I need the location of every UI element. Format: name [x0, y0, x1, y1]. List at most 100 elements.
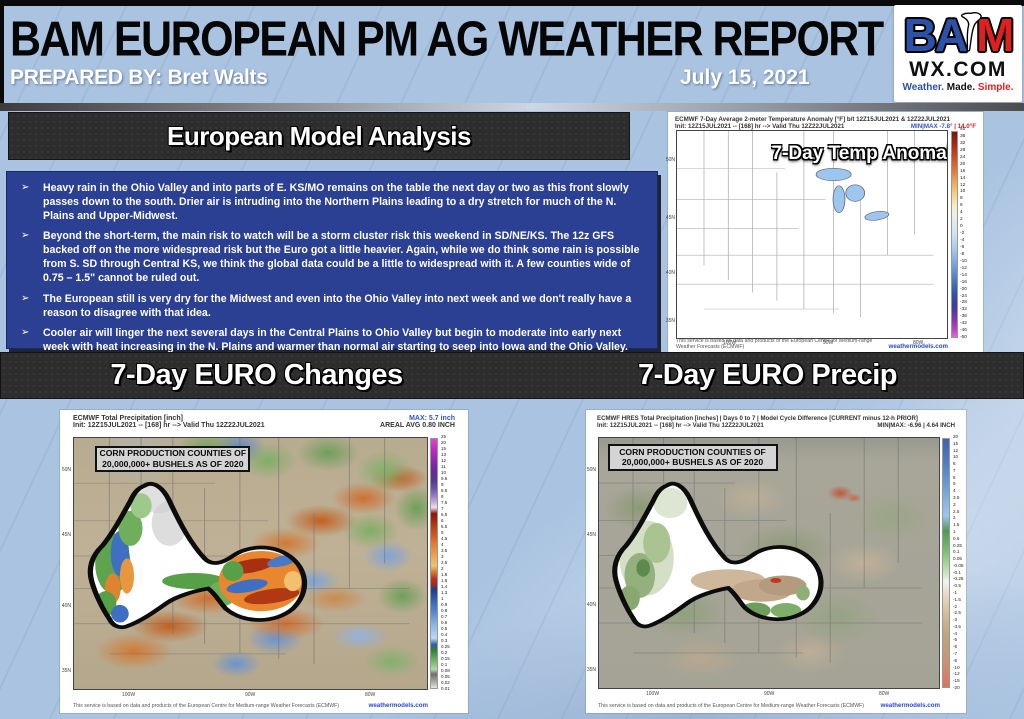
colorbar-tick: 6 — [960, 203, 963, 209]
temp-colorbar-labels: 40 36 32 28 24 20 16 14 12 10 8 6 4 2 0 -2 -4 -6 -8 -10 -12-… — [960, 127, 967, 341]
colorbar-tick: 0.15 — [441, 656, 450, 661]
colorbar-tick: -0.1 — [953, 569, 961, 575]
colorbar-tick: 15 — [441, 446, 447, 451]
colorbar-tick: 0.02 — [441, 680, 450, 685]
analysis-bullet: Heavy rain in the Ohio Valley and into p… — [15, 181, 647, 223]
precip-colorbar-labels: 20 15 12 10 8 7 6 5 4 3.5 3 2.5 2 1.5 1 0.5 0.25 0.1 0.05-… — [953, 434, 964, 691]
colorbar-tick: -10 — [953, 664, 960, 670]
colorbar-tick: 2 — [960, 217, 963, 223]
colorbar-tick: -42 — [960, 321, 967, 327]
ecmwf-attribution: This service is based on data and produc… — [598, 703, 865, 709]
colorbar-tick: 20 — [441, 440, 447, 445]
lat-label: 40N — [586, 602, 596, 608]
colorbar-tick: 1.6 — [441, 578, 448, 583]
lat-label: 50N — [61, 467, 71, 473]
colorbar-tick: -6 — [953, 644, 958, 650]
lat-label: 45N — [61, 532, 71, 538]
analysis-section-title: European Model Analysis — [167, 120, 471, 151]
colorbar-tick: 0.4 — [441, 632, 448, 637]
colorbar-tick: 11 — [441, 464, 446, 469]
colorbar-tick: -28 — [960, 300, 967, 306]
lon-label: 100W — [122, 692, 136, 698]
colorbar-tick: -24 — [960, 293, 967, 299]
colorbar-tick: -0.25 — [953, 576, 964, 582]
precip-map-header-line1: ECMWF HRES Total Precipitation [inches] … — [597, 415, 918, 422]
colorbar-tick: -15 — [953, 678, 960, 684]
weathermodels-link[interactable]: weathermodels.com — [368, 702, 429, 709]
tornado-icon — [961, 12, 982, 52]
colorbar-tick: 1 — [953, 528, 956, 534]
colorbar-tick: -20 — [960, 286, 967, 292]
colorbar-tick: 5 — [441, 530, 444, 535]
colorbar-tick: 0 — [960, 224, 963, 230]
colorbar-tick: 0.01 — [441, 686, 450, 691]
changes-map-header: ECMWF Total Precipitation [inch] MAX: 5.… — [73, 415, 455, 429]
analysis-section-header: European Model Analysis — [8, 112, 630, 160]
weathermodels-link[interactable]: weathermodels.com — [880, 702, 941, 709]
colorbar-tick: 0.8 — [441, 608, 448, 613]
ecmwf-attribution: This service is based on data and produc… — [73, 703, 340, 709]
colorbar-tick: -0.5 — [953, 583, 961, 589]
logo-wxcom: WX.COM — [909, 58, 1007, 81]
colorbar-tick: -14 — [960, 272, 967, 278]
temp-map-boundaries — [677, 131, 934, 318]
lat-label: 40N — [61, 603, 71, 609]
colorbar-tick: 20 — [960, 161, 966, 167]
lon-label: 80W — [913, 340, 924, 346]
euro-precip-panel: ECMWF HRES Total Precipitation [inches] … — [586, 410, 966, 713]
colorbar-tick: -32 — [960, 307, 967, 313]
colorbar-tick: 4 — [960, 210, 963, 216]
colorbar-tick: 7 — [953, 467, 956, 473]
colorbar-tick: 0.05 — [953, 556, 962, 562]
colorbar-tick: -1.5 — [953, 596, 961, 602]
lon-label: 90W — [764, 691, 775, 697]
colorbar-tick: 1.5 — [953, 522, 960, 528]
colorbar-tick: 24 — [960, 154, 966, 160]
colorbar-tick: -4 — [960, 238, 965, 243]
temp-colorbar — [951, 131, 958, 338]
changes-map-max: MAX: 5.7 inch — [409, 415, 455, 422]
colorbar-tick: -7 — [953, 651, 958, 656]
colorbar-tick: 0.6 — [441, 620, 448, 625]
temp-map-max-value: | 14.0°F — [954, 123, 976, 130]
changes-map-avg: AREAL AVG 0.80 INCH — [380, 422, 455, 429]
precip-map-minmax: MIN|MAX: -6.96 | 4.64 INCH — [877, 422, 955, 429]
colorbar-tick: 36 — [960, 133, 966, 139]
corn-label-line2: 20,000,000+ BUSHELS AS OF 2020 — [621, 457, 764, 468]
logo-letters-ba: BA — [903, 9, 968, 61]
lon-label: 80W — [365, 692, 376, 698]
colorbar-tick: 25 — [441, 434, 447, 439]
lat-label: 35N — [665, 318, 675, 324]
colorbar-tick: -2.5 — [953, 610, 961, 616]
colorbar-tick: 0.1 — [441, 662, 448, 667]
euro-precip-header: 7-Day EURO Precip — [512, 353, 1023, 398]
analysis-bullet-box: Heavy rain in the Ohio Valley and into p… — [6, 171, 658, 353]
colorbar-tick: 0.25 — [953, 542, 962, 548]
lon-label: 90W — [823, 340, 834, 346]
colorbar-tick: -6 — [960, 244, 965, 250]
lat-label: 50N — [586, 467, 596, 473]
colorbar-tick: 3.5 — [441, 548, 448, 553]
colorbar-tick: 6.5 — [441, 512, 448, 517]
left-border-strip — [0, 0, 4, 104]
changes-map-header-line2: Init: 12Z15JUL2021 -- [168] hr --> Valid… — [73, 422, 265, 429]
weathermodels-link[interactable]: weathermodels.com — [888, 343, 949, 350]
euro-precip-title: 7-Day EURO Precip — [637, 359, 898, 391]
tagline-simple: Simple. — [977, 82, 1014, 93]
colorbar-tick: 6 — [441, 518, 444, 523]
colorbar-tick: 1.8 — [441, 572, 448, 577]
tagline-weather: Weather. — [902, 82, 945, 93]
tagline-made: Made. — [946, 82, 976, 93]
euro-changes-panel: ECMWF Total Precipitation [inch] MAX: 5.… — [60, 410, 468, 713]
lat-label: 35N — [586, 667, 596, 673]
colorbar-tick: 0.1 — [953, 549, 960, 555]
colorbar-tick: 6 — [953, 474, 956, 480]
euro-section-header: 7-Day EURO Changes 7-Day EURO Precip — [0, 352, 1024, 399]
colorbar-tick: 10 — [960, 189, 966, 195]
lat-label: 45N — [586, 532, 596, 538]
colorbar-tick: 1.3 — [441, 590, 448, 595]
colorbar-tick: 0.25 — [441, 644, 450, 649]
euro-changes-title: 7-Day EURO Changes — [110, 359, 403, 391]
corn-counties-label: CORN PRODUCTION COUNTIES OF 20,000,000+ … — [607, 444, 778, 471]
colorbar-tick: -2 — [953, 603, 958, 609]
